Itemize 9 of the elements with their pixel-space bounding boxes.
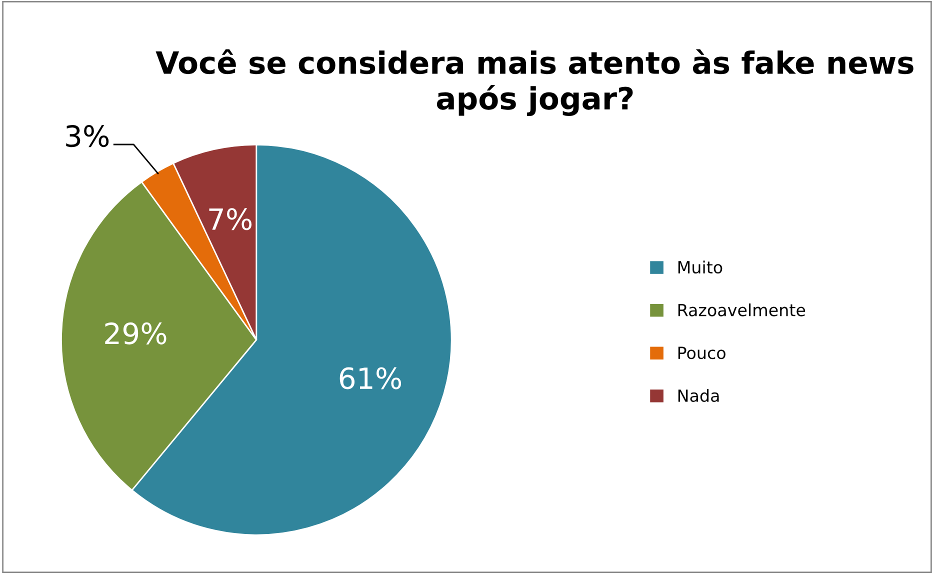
legend-label: Razoavelmente	[678, 303, 806, 316]
legend-label: Nada	[678, 389, 719, 402]
data-label: 7%	[209, 208, 252, 230]
legend-label: Muito	[678, 260, 722, 274]
chart-title: Você se considera mais atento às fake news após jogar?	[156, 49, 914, 116]
data-label: 3%	[66, 125, 109, 148]
data-label: 61%	[340, 367, 402, 390]
data-label: 29%	[105, 322, 166, 344]
legend-label: Pouco	[678, 346, 726, 360]
